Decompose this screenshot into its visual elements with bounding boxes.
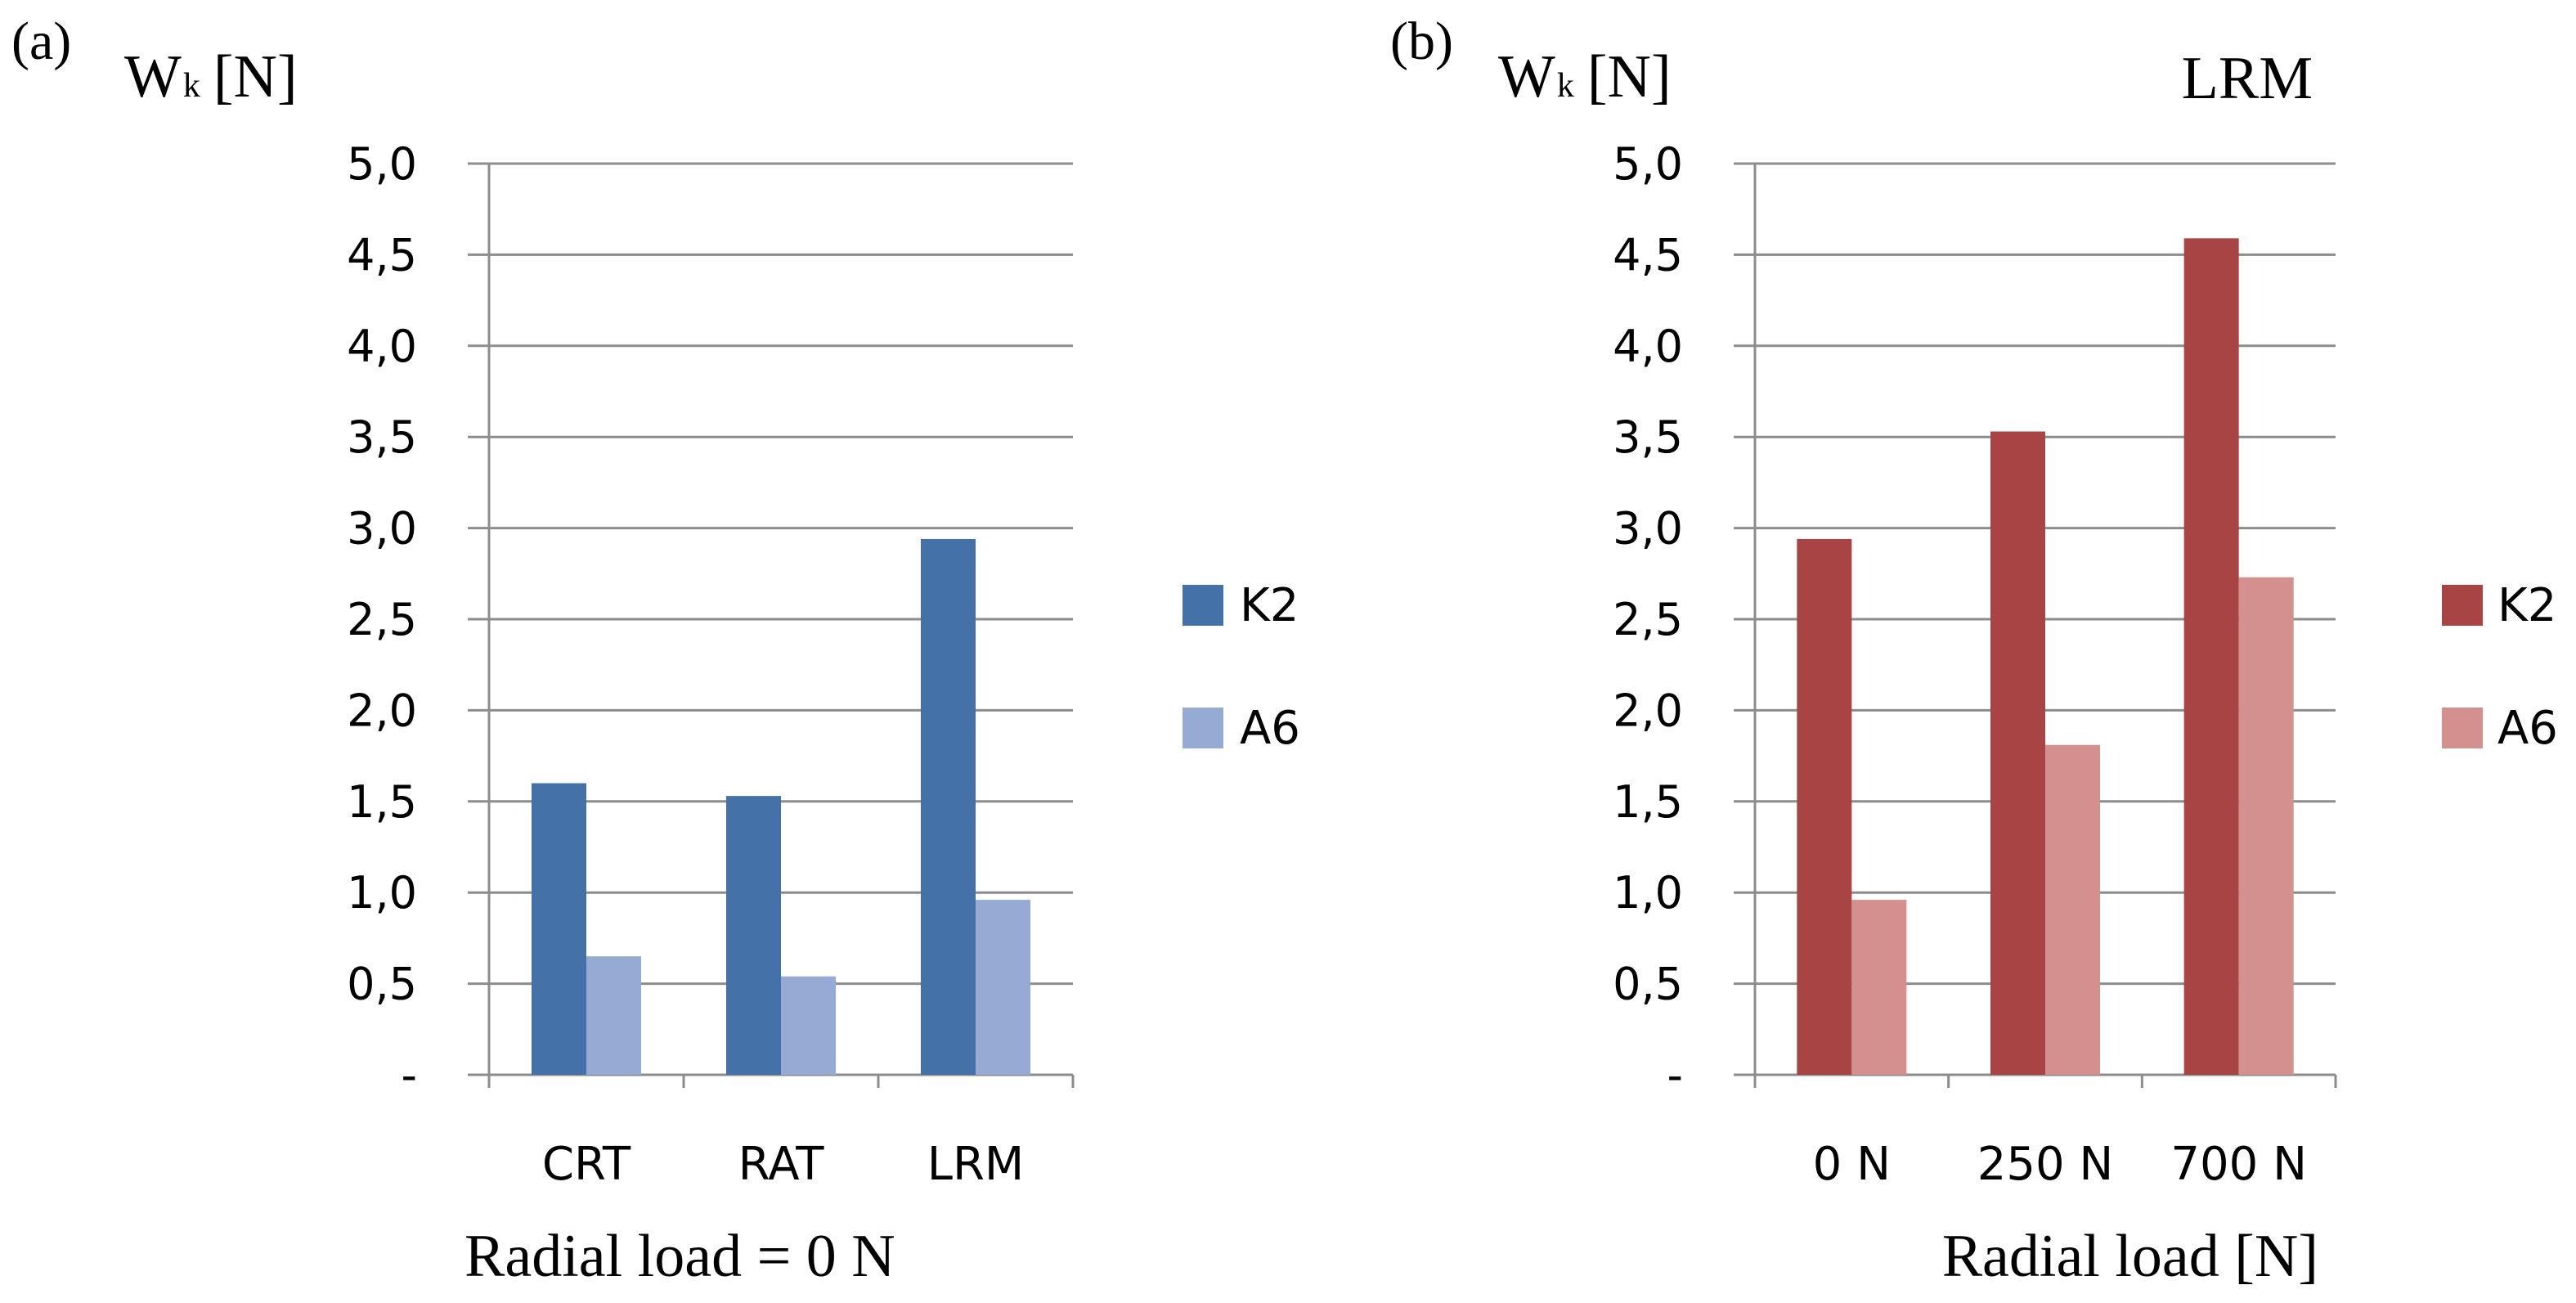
y-tick-label-a-7: 3,5	[347, 411, 417, 463]
x-category-label-b-1: 250 N	[1977, 1138, 2114, 1191]
legend-swatch-b-k2	[2442, 585, 2483, 626]
legend-swatch-a-k2	[1183, 585, 1223, 626]
y-axis-label-b: Wk [N]	[1498, 43, 1672, 110]
y-tick-label-a-0: -	[402, 1049, 418, 1101]
y-tick-label-a-8: 4,0	[347, 321, 417, 372]
legend-a: K2 A6	[1183, 579, 1300, 755]
y-tick-label-b-8: 4,0	[1613, 321, 1683, 372]
legend-label-b-k2: K2	[2497, 579, 2556, 632]
y-tick-label-a-10: 5,0	[347, 138, 417, 190]
x-category-label-a-0: CRT	[542, 1138, 631, 1191]
y-tick-label-b-9: 4,5	[1613, 229, 1683, 281]
y-axis-label-sub-a: k	[183, 67, 200, 105]
y-tick-label-b-1: 0,5	[1613, 959, 1683, 1010]
chart-title-b: LRM	[2182, 45, 2313, 112]
y-tick-label-a-1: 0,5	[347, 959, 417, 1010]
legend-swatch-a-a6	[1183, 708, 1223, 748]
y-axis-label-a: Wk [N]	[124, 43, 298, 110]
y-axis-label-main-b: W	[1498, 43, 1555, 110]
y-tick-label-a-3: 1,5	[347, 776, 417, 828]
plot-area-a: - 0,5 1,0 1,5 2,0 2,5 3,0 3,5 4,0 4,5 5,0 CRT RAT LRM	[347, 138, 1075, 1191]
y-tick-label-a-6: 3,0	[347, 503, 417, 555]
panel-label-b: (b)	[1390, 11, 1453, 71]
bar-b-a6-0n	[1851, 900, 1907, 1075]
y-tick-label-a-9: 4,5	[347, 229, 417, 281]
legend-label-b-a6: A6	[2497, 702, 2558, 755]
x-axis-label-a: Radial load = 0 N	[464, 1223, 895, 1290]
bar-a-a6-crt	[586, 956, 641, 1075]
y-tick-label-b-0: -	[1667, 1049, 1684, 1101]
x-category-label-b-0: 0 N	[1813, 1138, 1891, 1191]
y-axis-label-sub-b: k	[1557, 67, 1574, 105]
y-axis-label-unit-a: [N]	[213, 43, 298, 110]
bar-b-k2-250n	[1990, 431, 2045, 1075]
x-category-label-a-2: LRM	[927, 1138, 1024, 1191]
legend-label-a-a6: A6	[1240, 702, 1300, 755]
y-axis-label-unit-b: [N]	[1587, 43, 1672, 110]
bar-b-a6-700n	[2238, 577, 2294, 1075]
x-category-label-a-1: RAT	[738, 1138, 825, 1191]
panel-label-a: (a)	[11, 11, 71, 71]
y-tick-label-a-4: 2,0	[347, 685, 417, 736]
bar-a-a6-rat	[781, 976, 836, 1075]
y-axis-label-main-a: W	[124, 43, 182, 110]
y-tick-label-b-4: 2,0	[1613, 685, 1683, 736]
chart-panel-a: (a) Wk [N] Radial load = 0 N - 0,5 1,0 1,5 2,…	[11, 11, 1300, 1290]
chart-panel-b: (b) Wk [N] LRM Radial load [N] - 0,5 1,0 1,5…	[1390, 11, 2558, 1290]
plot-area-b: - 0,5 1,0 1,5 2,0 2,5 3,0 3,5 4,0 4,5 5,0 0 N 250 N 7…	[1613, 138, 2337, 1191]
legend-label-a-k2: K2	[1240, 579, 1299, 632]
x-axis-label-b: Radial load [N]	[1942, 1223, 2318, 1290]
y-tick-label-b-2: 1,0	[1613, 867, 1683, 919]
legend-swatch-b-a6	[2442, 708, 2483, 748]
bar-a-a6-lrm	[976, 900, 1030, 1075]
bar-a-k2-crt	[532, 783, 586, 1075]
y-tick-label-b-10: 5,0	[1613, 138, 1683, 190]
y-tick-label-a-5: 2,5	[347, 594, 417, 645]
bar-a-k2-lrm	[921, 538, 976, 1075]
x-category-label-b-2: 700 N	[2170, 1138, 2307, 1191]
legend-b: K2 A6	[2442, 579, 2558, 755]
bar-b-k2-0n	[1797, 538, 1852, 1075]
bar-b-a6-250n	[2045, 744, 2100, 1075]
y-tick-label-b-5: 2,5	[1613, 594, 1683, 645]
y-tick-label-a-2: 1,0	[347, 867, 417, 919]
y-tick-label-b-7: 3,5	[1613, 411, 1683, 463]
bar-a-k2-rat	[726, 796, 781, 1075]
y-tick-label-b-3: 1,5	[1613, 776, 1683, 828]
y-tick-label-b-6: 3,0	[1613, 503, 1683, 555]
bar-b-k2-700n	[2183, 238, 2239, 1075]
